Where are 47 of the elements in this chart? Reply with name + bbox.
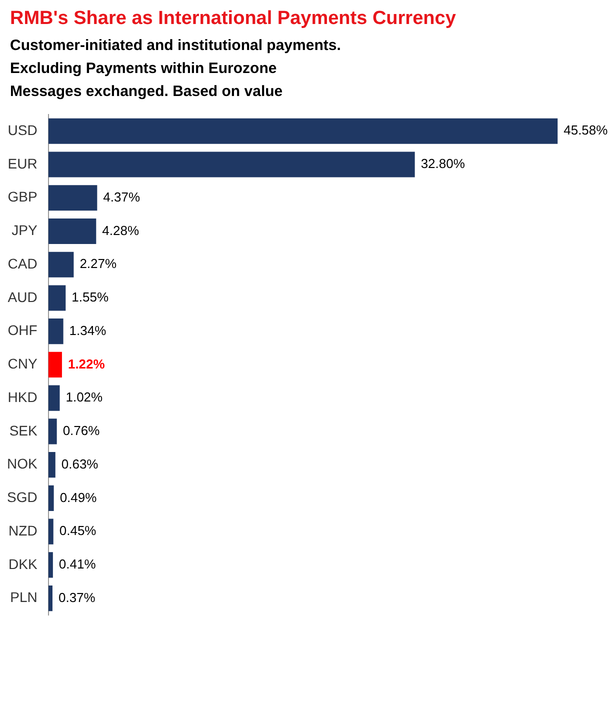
bar (48, 252, 74, 278)
y-tick-label: CNY (8, 356, 38, 372)
data-label: 0.49% (60, 490, 98, 505)
data-label: 1.02% (66, 390, 104, 405)
bar (48, 552, 53, 578)
data-label: 0.37% (58, 590, 96, 605)
y-tick-label: USD (8, 122, 38, 138)
data-label: 1.55% (72, 290, 109, 305)
bar (48, 385, 60, 411)
y-tick-label: AUD (8, 288, 38, 305)
y-tick-label: HKD (8, 388, 38, 405)
bar (48, 152, 415, 178)
data-label: 45.58% (564, 122, 608, 138)
chart-subtitle: Customer-initiated and institutional payments. Excluding Payments within Eurozone Messages exchanged. Based on value (10, 36, 342, 102)
bar (48, 452, 56, 478)
data-label: 1.34% (69, 322, 107, 338)
y-tick-label: SGD (6, 489, 38, 506)
data-label: 4.28% (102, 222, 140, 238)
bar (48, 518, 54, 544)
y-tick-label: JPY (12, 222, 38, 238)
y-tick-label: SEK (9, 422, 38, 438)
bar (48, 285, 66, 311)
y-tick-label: EUR (8, 155, 38, 172)
data-label: 4.37% (103, 189, 140, 204)
data-label: 0.63% (61, 456, 99, 472)
bar (48, 185, 98, 211)
y-tick-label: GBP (8, 188, 38, 205)
data-label: 0.45% (59, 523, 97, 538)
y-tick-label: NOK (6, 456, 38, 472)
bar (48, 586, 52, 612)
bar (48, 352, 62, 378)
bar (48, 218, 96, 244)
y-tick-label: OHF (8, 322, 38, 338)
y-tick-label: CAD (8, 255, 38, 272)
data-label: 2.27% (80, 256, 118, 272)
data-label: 0.76% (62, 423, 100, 438)
bar (48, 318, 64, 344)
data-label: 1.22% (68, 356, 106, 372)
data-label: 0.41% (58, 556, 96, 572)
y-tick-label: PLN (10, 589, 38, 606)
bar (48, 118, 558, 144)
bar (48, 485, 54, 511)
data-label: 32.80% (420, 156, 466, 172)
y-tick-label: DKK (8, 556, 38, 572)
chart-title: RMB's Share as International Payments Currency (10, 8, 457, 30)
y-tick-label: NZD (8, 522, 38, 538)
bar (48, 418, 57, 444)
